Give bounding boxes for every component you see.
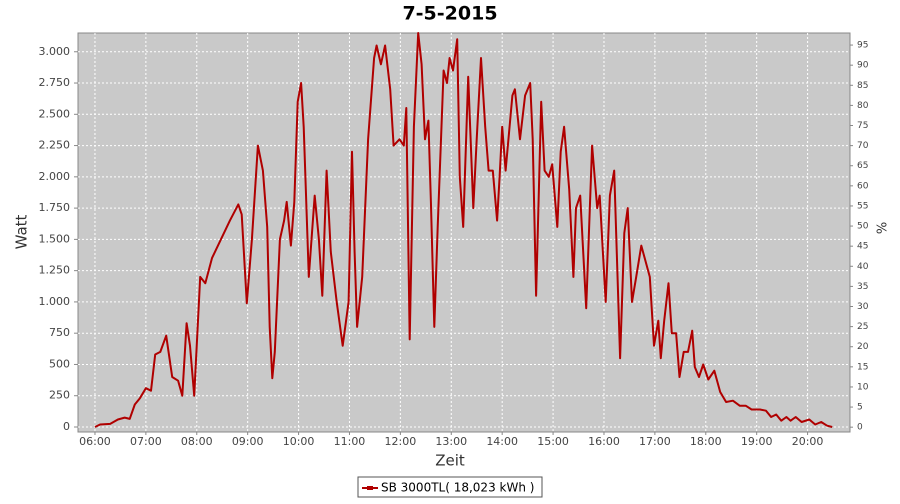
x-tick-label: 13:00 — [435, 435, 467, 448]
y2-tick-label: 40 — [857, 262, 869, 272]
y2-tick-label: 70 — [857, 141, 869, 151]
y2-tick-label: 15 — [857, 362, 868, 372]
y2-tick-label: 55 — [857, 201, 868, 211]
y2-tick-label: 95 — [857, 41, 868, 51]
y2-tick-label: 10 — [857, 382, 869, 392]
x-tick-label: 10:00 — [283, 435, 315, 448]
y2-tick-label: 80 — [857, 101, 869, 111]
x-tick-label: 17:00 — [639, 435, 671, 448]
y2-tick-label: 0 — [857, 423, 863, 433]
x-axis-label: Zeit — [435, 452, 465, 470]
legend — [357, 476, 543, 498]
y2-tick-label: 25 — [857, 322, 868, 332]
y2-tick-label: 65 — [857, 161, 868, 171]
y-tick-label: 2.000 — [39, 170, 71, 183]
x-tick-label: 09:00 — [232, 435, 264, 448]
x-tick-label: 14:00 — [486, 435, 518, 448]
x-tick-label: 19:00 — [741, 435, 773, 448]
x-tick-label: 08:00 — [181, 435, 213, 448]
y2-tick-label: 45 — [857, 242, 868, 252]
y-tick-label: 2.500 — [39, 107, 71, 120]
x-tick-label: 06:00 — [79, 435, 111, 448]
y-tick-label: 1.250 — [39, 264, 71, 277]
legend-marker — [367, 486, 373, 490]
x-tick-label: 11:00 — [334, 435, 366, 448]
x-tick-label: 20:00 — [792, 435, 824, 448]
y2-tick-label: 35 — [857, 282, 868, 292]
y2-tick-label: 85 — [857, 81, 868, 91]
y2-axis-label: % — [876, 222, 891, 234]
y-tick-label: 0 — [63, 420, 70, 433]
y2-tick-label: 20 — [857, 342, 869, 352]
x-tick-label: 12:00 — [385, 435, 417, 448]
y2-tick-label: 75 — [857, 121, 868, 131]
plot-area — [77, 32, 851, 433]
x-tick-label: 16:00 — [588, 435, 620, 448]
y-tick-label: 2.250 — [39, 139, 71, 152]
y-tick-label: 500 — [49, 357, 70, 370]
y2-tick-label: 50 — [857, 222, 869, 232]
y2-tick-label: 30 — [857, 302, 869, 312]
y-tick-label: 2.750 — [39, 76, 71, 89]
y2-tick-label: 90 — [857, 61, 869, 71]
y2-tick-label: 5 — [857, 403, 863, 413]
y2-tick-label: 60 — [857, 181, 869, 191]
y-tick-label: 1.750 — [39, 201, 71, 214]
chart-title: 7-5-2015 — [402, 3, 497, 25]
x-tick-label: 07:00 — [130, 435, 162, 448]
y-tick-label: 750 — [49, 326, 70, 339]
y-tick-label: 1.000 — [39, 295, 71, 308]
x-tick-label: 18:00 — [690, 435, 722, 448]
series-line — [94, 32, 833, 428]
x-tick-label: 15:00 — [537, 435, 569, 448]
y-axis-label: Watt — [13, 214, 31, 249]
y-tick-label: 250 — [49, 389, 70, 402]
y-tick-label: 3.000 — [39, 45, 71, 58]
legend-label: SB 3000TL( 18,023 kWh ) — [381, 481, 534, 495]
y-tick-label: 1.500 — [39, 232, 71, 245]
